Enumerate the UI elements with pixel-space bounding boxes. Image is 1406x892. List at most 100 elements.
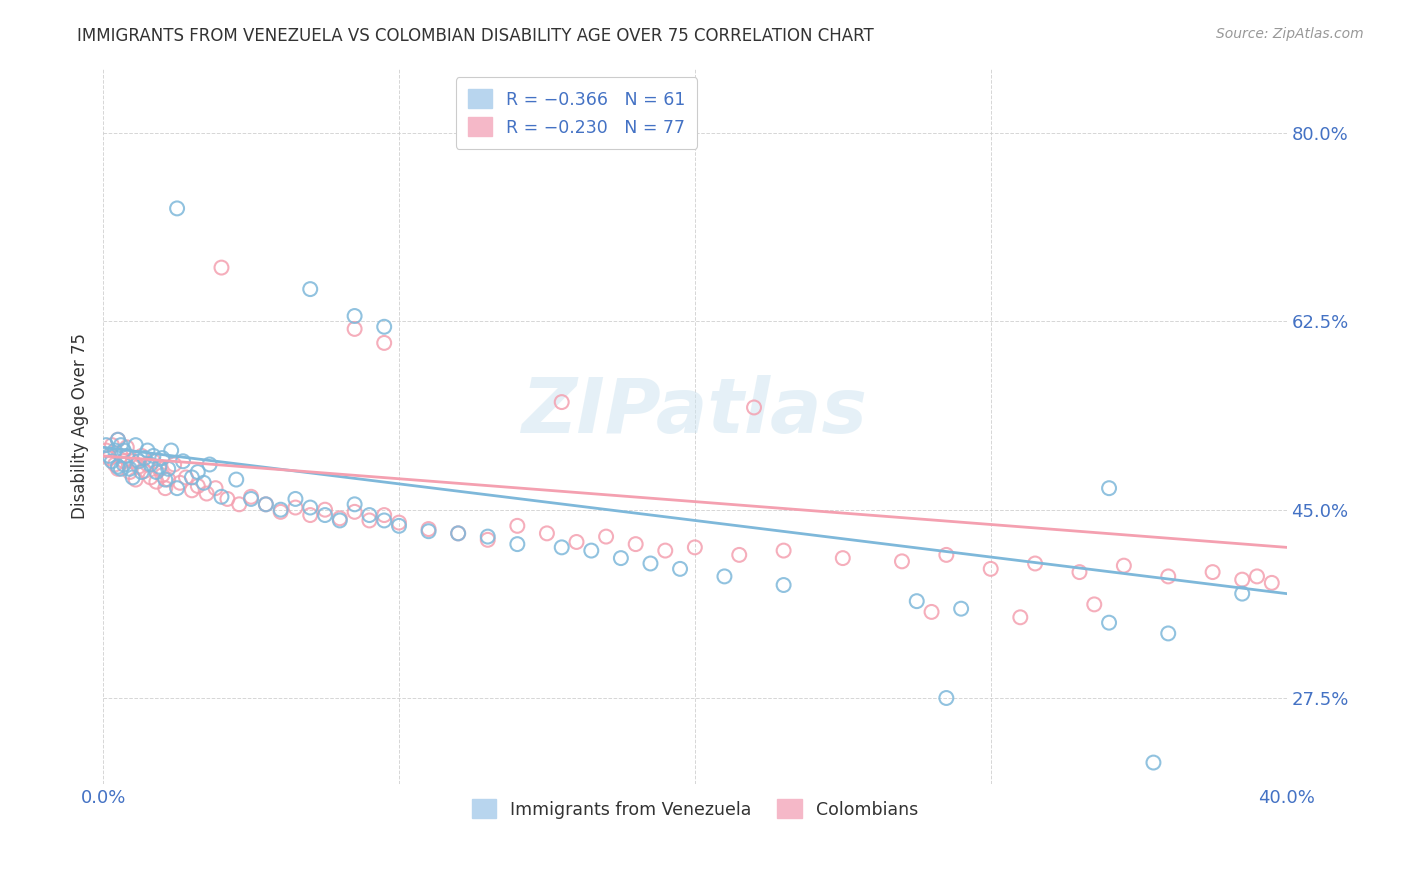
Point — [388, 516, 411, 530]
Point — [950, 601, 973, 615]
Point — [772, 543, 794, 558]
Point — [198, 458, 221, 472]
Point — [134, 464, 156, 478]
Point — [115, 440, 138, 454]
Point — [240, 490, 263, 504]
Point — [98, 451, 121, 466]
Point — [128, 459, 150, 474]
Point — [373, 508, 395, 522]
Point — [284, 491, 307, 506]
Point — [506, 518, 529, 533]
Point — [124, 473, 146, 487]
Point — [921, 605, 943, 619]
Point — [713, 569, 735, 583]
Point — [148, 462, 170, 476]
Point — [211, 490, 233, 504]
Point — [104, 458, 127, 472]
Point — [640, 557, 662, 571]
Point — [128, 454, 150, 468]
Point — [193, 475, 215, 490]
Point — [610, 551, 633, 566]
Point — [1232, 586, 1254, 600]
Point — [211, 260, 233, 275]
Point — [121, 470, 143, 484]
Point — [477, 530, 499, 544]
Point — [110, 449, 132, 463]
Point — [343, 505, 366, 519]
Point — [112, 443, 135, 458]
Point — [935, 691, 957, 706]
Point — [1098, 615, 1121, 630]
Point — [98, 449, 121, 463]
Point — [155, 481, 177, 495]
Point — [418, 524, 440, 539]
Point — [447, 526, 470, 541]
Text: ZIPatlas: ZIPatlas — [522, 375, 868, 449]
Point — [581, 543, 603, 558]
Point — [1142, 756, 1164, 770]
Point — [240, 491, 263, 506]
Point — [565, 535, 588, 549]
Point — [145, 465, 167, 479]
Point — [187, 465, 209, 479]
Point — [329, 511, 352, 525]
Point — [166, 481, 188, 495]
Point — [101, 438, 124, 452]
Point — [728, 548, 751, 562]
Point — [139, 458, 162, 472]
Point — [905, 594, 928, 608]
Point — [343, 309, 366, 323]
Point — [418, 522, 440, 536]
Point — [107, 459, 129, 474]
Point — [195, 486, 218, 500]
Point — [150, 468, 173, 483]
Point — [477, 533, 499, 547]
Point — [1201, 565, 1223, 579]
Point — [1069, 565, 1091, 579]
Point — [270, 502, 292, 516]
Point — [742, 401, 765, 415]
Point — [359, 513, 381, 527]
Point — [388, 518, 411, 533]
Point — [166, 202, 188, 216]
Point — [373, 319, 395, 334]
Point — [447, 526, 470, 541]
Point — [1232, 573, 1254, 587]
Point — [101, 454, 124, 468]
Point — [254, 497, 277, 511]
Point — [284, 500, 307, 515]
Point — [270, 505, 292, 519]
Point — [131, 465, 153, 479]
Point — [1157, 569, 1180, 583]
Point — [94, 443, 117, 458]
Point — [134, 451, 156, 466]
Point — [180, 470, 202, 484]
Point — [145, 475, 167, 489]
Point — [115, 449, 138, 463]
Point — [118, 462, 141, 476]
Point — [772, 578, 794, 592]
Point — [107, 462, 129, 476]
Point — [980, 562, 1002, 576]
Point — [1112, 558, 1135, 573]
Point — [314, 502, 336, 516]
Point — [112, 458, 135, 472]
Point — [136, 443, 159, 458]
Text: IMMIGRANTS FROM VENEZUELA VS COLOMBIAN DISABILITY AGE OVER 75 CORRELATION CHART: IMMIGRANTS FROM VENEZUELA VS COLOMBIAN D… — [77, 27, 875, 45]
Point — [169, 475, 191, 490]
Point — [110, 462, 132, 476]
Point — [329, 513, 352, 527]
Point — [142, 449, 165, 463]
Point — [373, 335, 395, 350]
Point — [157, 473, 180, 487]
Point — [373, 513, 395, 527]
Point — [506, 537, 529, 551]
Point — [225, 473, 247, 487]
Point — [1083, 598, 1105, 612]
Point — [551, 541, 574, 555]
Point — [180, 483, 202, 498]
Point — [148, 459, 170, 474]
Point — [935, 548, 957, 562]
Y-axis label: Disability Age Over 75: Disability Age Over 75 — [72, 334, 89, 519]
Point — [1024, 557, 1046, 571]
